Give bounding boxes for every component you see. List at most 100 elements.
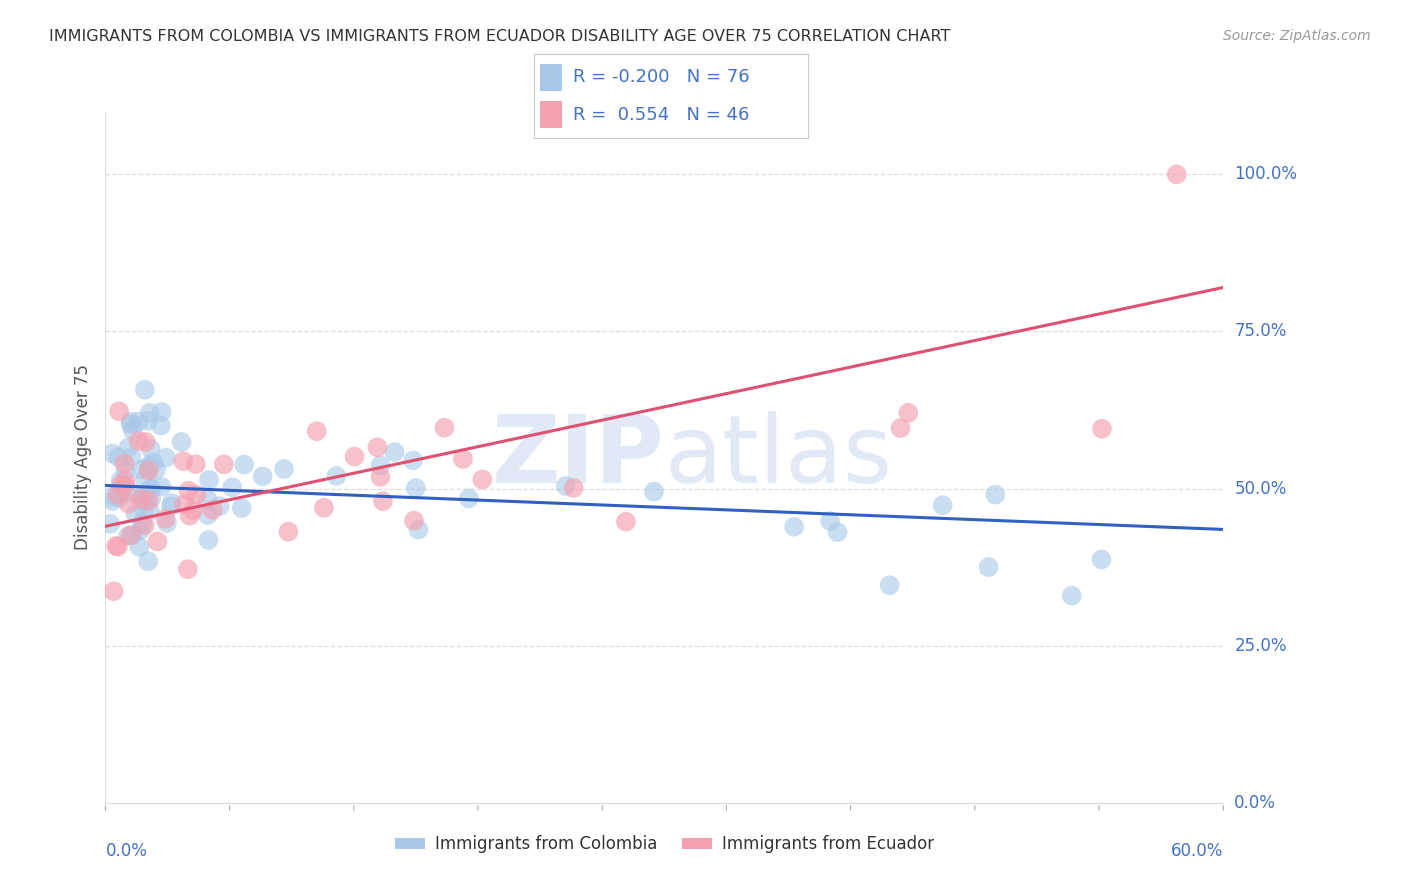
Point	[384, 445, 406, 459]
Point	[149, 418, 172, 433]
Point	[366, 440, 388, 454]
Point	[134, 518, 156, 533]
Point	[120, 417, 142, 432]
Point	[252, 469, 274, 483]
Text: R = -0.200   N = 76: R = -0.200 N = 76	[572, 69, 749, 87]
Point	[184, 457, 207, 471]
Point	[827, 525, 849, 540]
Point	[108, 404, 131, 418]
Point	[101, 490, 124, 504]
Point	[179, 508, 201, 523]
Point	[562, 481, 585, 495]
Point	[451, 452, 474, 467]
Point	[231, 500, 253, 515]
Text: ZIP: ZIP	[492, 411, 665, 503]
Point	[156, 516, 179, 530]
Point	[1090, 552, 1112, 566]
Point	[138, 406, 160, 420]
Point	[160, 496, 183, 510]
Point	[212, 458, 235, 472]
Point	[107, 488, 129, 502]
Point	[197, 508, 219, 522]
Point	[879, 578, 901, 592]
Text: 50.0%: 50.0%	[1234, 480, 1286, 498]
Point	[131, 516, 153, 531]
Point	[433, 420, 456, 434]
Point	[121, 450, 143, 464]
Point	[408, 523, 430, 537]
Point	[402, 453, 425, 467]
Point	[132, 503, 155, 517]
Point	[221, 480, 243, 494]
Point	[129, 523, 152, 537]
Point	[101, 494, 124, 508]
Text: R =  0.554   N = 46: R = 0.554 N = 46	[572, 105, 749, 123]
Point	[138, 461, 160, 475]
Text: 0.0%: 0.0%	[105, 842, 148, 860]
Point	[170, 434, 193, 449]
Point	[117, 497, 139, 511]
Point	[108, 491, 131, 505]
Point	[889, 421, 911, 435]
Point	[139, 482, 162, 496]
Point	[186, 488, 208, 502]
Point	[160, 500, 183, 514]
Bar	[540, 101, 561, 128]
Point	[124, 507, 146, 521]
Point	[135, 434, 157, 449]
Point	[105, 539, 128, 553]
Point	[818, 514, 841, 528]
Point	[277, 524, 299, 539]
Point	[984, 488, 1007, 502]
Point	[114, 464, 136, 478]
Point	[139, 504, 162, 518]
Point	[110, 474, 132, 488]
Point	[208, 499, 231, 513]
Point	[150, 480, 173, 494]
Point	[114, 479, 136, 493]
Text: atlas: atlas	[665, 411, 893, 503]
Point	[136, 554, 159, 568]
Point	[370, 458, 392, 473]
Point	[155, 450, 177, 465]
Text: IMMIGRANTS FROM COLOMBIA VS IMMIGRANTS FROM ECUADOR DISABILITY AGE OVER 75 CORRE: IMMIGRANTS FROM COLOMBIA VS IMMIGRANTS F…	[49, 29, 950, 44]
Point	[101, 446, 124, 460]
Point	[343, 450, 366, 464]
Point	[458, 491, 481, 506]
Y-axis label: Disability Age Over 75: Disability Age Over 75	[73, 364, 91, 550]
Point	[117, 440, 139, 454]
Point	[1166, 167, 1188, 181]
Point	[155, 512, 177, 526]
Point	[554, 479, 576, 493]
Point	[325, 469, 347, 483]
Point	[897, 406, 920, 420]
Point	[172, 454, 194, 468]
Point	[134, 472, 156, 486]
Text: 60.0%: 60.0%	[1171, 842, 1223, 860]
Point	[614, 515, 637, 529]
Point	[273, 462, 295, 476]
Point	[197, 492, 219, 507]
Point	[132, 488, 155, 502]
Point	[131, 463, 153, 477]
Point	[145, 462, 167, 476]
Point	[138, 493, 160, 508]
Point	[107, 540, 129, 554]
Point	[977, 560, 1000, 574]
Point	[138, 458, 160, 472]
Point	[146, 534, 169, 549]
Legend: Immigrants from Colombia, Immigrants from Ecuador: Immigrants from Colombia, Immigrants fro…	[388, 829, 941, 860]
Text: 75.0%: 75.0%	[1234, 323, 1286, 341]
Text: 0.0%: 0.0%	[1234, 794, 1277, 812]
Point	[173, 498, 195, 512]
Point	[129, 491, 152, 506]
Point	[471, 472, 494, 486]
Point	[312, 500, 335, 515]
Point	[405, 481, 427, 495]
Point	[1060, 589, 1083, 603]
Point	[371, 494, 394, 508]
Point	[198, 473, 221, 487]
Point	[98, 516, 121, 531]
Point	[201, 503, 224, 517]
Point	[138, 464, 160, 478]
